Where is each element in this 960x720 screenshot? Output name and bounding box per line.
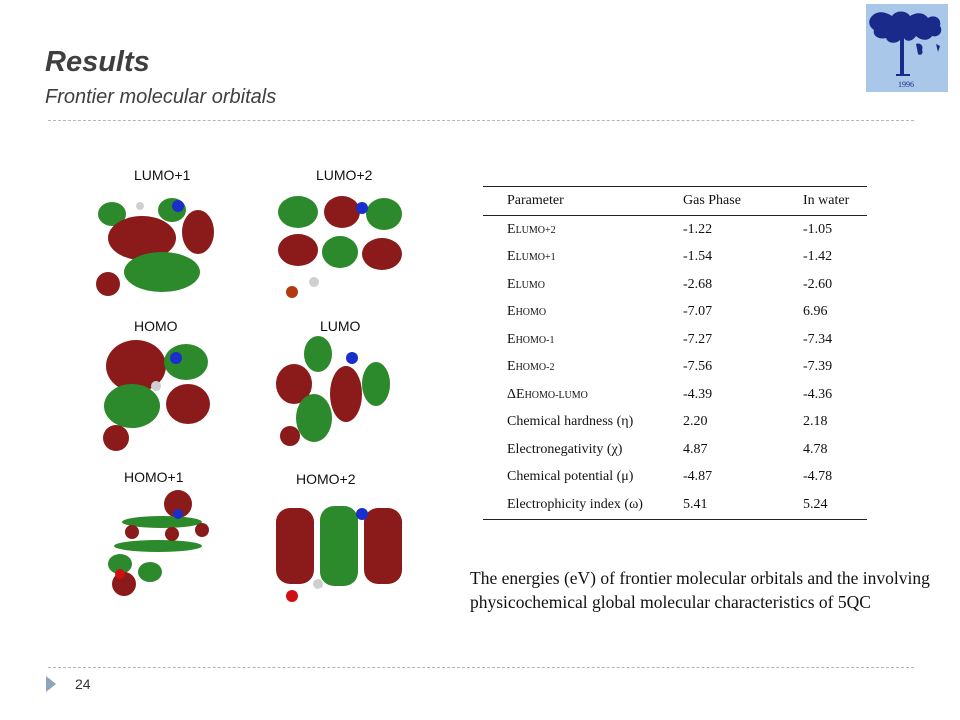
gas-phase-value: -2.68 [683,276,713,292]
parameter-name: ΔE [507,386,525,402]
parameter-name: E [507,359,516,375]
parameter-subscript: LUMO+2 [515,224,556,236]
table-row: Electrophicity index (ω) 5.41 5.24 [483,491,867,520]
parameter-cell: EHOMO-2 [483,354,683,382]
parameter-name: E [507,276,516,292]
orbital-label: HOMO+1 [124,469,184,485]
parameter-name: Electronegativity (χ) [507,441,623,457]
slide-title: Results [45,46,150,78]
in-water-value: 4.78 [803,441,828,457]
table-row: EHOMO-1 -7.27 -7.34 [483,326,867,354]
column-header: Parameter [483,186,683,216]
in-water-value: 5.24 [803,491,867,520]
in-water-value: -1.42 [803,249,833,265]
gas-phase-value: -7.56 [683,359,713,375]
table-row: Chemical hardness (η) 2.20 2.18 [483,409,867,437]
table-row: Chemical potential (μ) -4.87 -4.78 [483,464,867,492]
table-row: ELUMO+2 -1.22 -1.05 [483,216,867,244]
slide-marker-icon [46,676,56,692]
parameter-name: E [507,331,516,347]
orbital-label: LUMO [320,318,361,334]
header-divider [48,120,914,121]
gas-phase-value: -7.07 [683,304,713,320]
svg-text:1996: 1996 [898,80,914,89]
in-water-value: -7.39 [803,359,833,375]
table-caption: The energies (eV) of frontier molecular … [470,568,930,612]
parameter-cell: EHOMO [483,299,683,327]
in-water-value: -4.78 [803,469,833,485]
parameter-cell: Electrophicity index (ω) [483,491,683,520]
parameter-name: Chemical potential (μ) [507,469,634,485]
orbital-label: LUMO+1 [134,167,191,183]
orbital-image-homo-plus-1 [108,490,209,596]
column-header: In water [803,186,867,216]
parameter-name: E [507,304,516,320]
table-header-row: Parameter Gas Phase In water [483,186,867,216]
parameter-cell: ΔEHOMO-LUMO [483,381,683,409]
parameter-subscript: HOMO-1 [515,334,555,346]
parameter-name: Electrophicity index (ω) [507,496,643,512]
orbital-label: HOMO [134,318,178,334]
table-row: ELUMO -2.68 -2.60 [483,271,867,299]
orbital-image-lumo-plus-1 [96,198,214,296]
orbital-label: HOMO+2 [296,471,356,487]
table-row: ΔEHOMO-LUMO -4.39 -4.36 [483,381,867,409]
parameter-subscript: LUMO [515,279,546,291]
parameter-subscript: HOMO-2 [515,362,555,374]
orbital-image-lumo-plus-2 [278,196,402,298]
gas-phase-value: -4.39 [683,386,713,402]
slide-subtitle: Frontier molecular orbitals [45,86,277,108]
in-water-value: 6.96 [803,304,828,320]
parameter-cell: Electronegativity (χ) [483,436,683,464]
parameter-cell: Chemical hardness (η) [483,409,683,437]
table-row: EHOMO -7.07 6.96 [483,299,867,327]
in-water-value: 2.18 [803,414,828,430]
orbital-image-homo-plus-2 [276,506,402,602]
institution-logo: 1996 [866,4,948,92]
parameter-name: Chemical hardness (η) [507,414,634,430]
gas-phase-value: -4.87 [683,469,713,485]
orbital-image-lumo [276,336,390,446]
gas-phase-value: 2.20 [683,414,708,430]
gas-phase-value: -1.22 [683,221,713,237]
parameter-cell: ELUMO+1 [483,244,683,272]
parameter-subscript: HOMO-LUMO [524,389,588,401]
table-row: ELUMO+1 -1.54 -1.42 [483,244,867,272]
in-water-value: -4.36 [803,386,833,402]
energy-parameter-table: Parameter Gas Phase In water ELUMO+2 -1.2… [483,186,867,520]
orbital-image-homo [103,340,210,451]
parameter-cell: ELUMO [483,271,683,299]
gas-phase-value: 4.87 [683,441,708,457]
parameter-name: E [507,249,516,265]
column-header: Gas Phase [683,186,803,216]
gas-phase-value: 5.41 [683,491,803,520]
parameter-name: E [507,221,516,237]
gas-phase-value: -1.54 [683,249,713,265]
page-number: 24 [75,676,91,692]
parameter-cell: Chemical potential (μ) [483,464,683,492]
table-row: EHOMO-2 -7.56 -7.39 [483,354,867,382]
in-water-value: -1.05 [803,221,833,237]
table-row: Electronegativity (χ) 4.87 4.78 [483,436,867,464]
parameter-cell: EHOMO-1 [483,326,683,354]
in-water-value: -2.60 [803,276,833,292]
parameter-subscript: HOMO [515,307,547,319]
tree-map-icon: 1996 [869,11,942,89]
in-water-value: -7.34 [803,331,833,347]
footer-divider [48,667,914,668]
orbital-label: LUMO+2 [316,167,373,183]
parameter-subscript: LUMO+1 [515,252,556,264]
parameter-cell: ELUMO+2 [483,216,683,244]
gas-phase-value: -7.27 [683,331,713,347]
